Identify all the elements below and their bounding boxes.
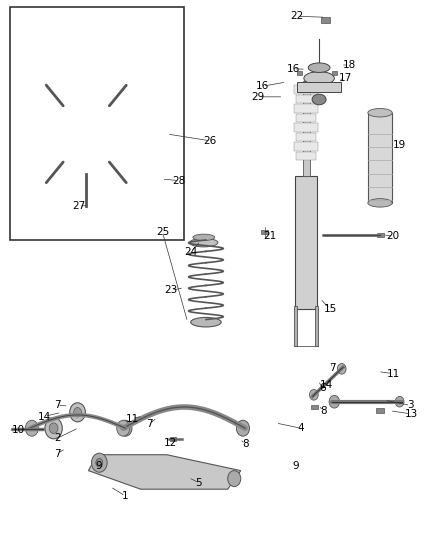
Circle shape bbox=[395, 397, 404, 407]
Text: 7: 7 bbox=[146, 419, 153, 429]
Text: 8: 8 bbox=[242, 439, 248, 449]
Circle shape bbox=[96, 458, 103, 467]
Ellipse shape bbox=[368, 109, 392, 117]
Text: 19: 19 bbox=[393, 140, 406, 150]
Text: 12: 12 bbox=[164, 438, 177, 448]
Text: 15: 15 bbox=[323, 304, 337, 314]
Ellipse shape bbox=[308, 63, 330, 72]
Circle shape bbox=[329, 395, 339, 408]
Text: 5: 5 bbox=[196, 478, 202, 488]
Text: 16: 16 bbox=[256, 81, 269, 91]
Bar bbox=[377, 232, 384, 237]
Circle shape bbox=[117, 420, 130, 436]
Text: 26: 26 bbox=[204, 136, 217, 146]
Text: 7: 7 bbox=[54, 400, 60, 410]
Circle shape bbox=[62, 105, 110, 163]
Bar bbox=[294, 85, 318, 94]
Text: 4: 4 bbox=[297, 423, 304, 433]
Circle shape bbox=[92, 453, 107, 472]
Text: 10: 10 bbox=[11, 425, 25, 435]
Text: 1: 1 bbox=[122, 491, 129, 501]
Text: 25: 25 bbox=[156, 227, 169, 237]
Circle shape bbox=[81, 205, 92, 217]
Text: 2: 2 bbox=[54, 433, 60, 443]
Text: 17: 17 bbox=[339, 73, 352, 83]
Bar bbox=[294, 123, 318, 132]
Text: 11: 11 bbox=[125, 414, 138, 424]
Bar bbox=[297, 95, 316, 103]
Bar bbox=[368, 113, 392, 203]
Text: 6: 6 bbox=[319, 383, 326, 393]
Text: 7: 7 bbox=[54, 449, 60, 459]
Circle shape bbox=[39, 76, 54, 95]
Polygon shape bbox=[88, 455, 241, 489]
Text: 14: 14 bbox=[37, 411, 51, 422]
Circle shape bbox=[337, 364, 346, 374]
Bar bbox=[376, 408, 385, 414]
Bar bbox=[10, 7, 184, 240]
Text: 9: 9 bbox=[292, 462, 299, 471]
Circle shape bbox=[310, 390, 318, 400]
Circle shape bbox=[74, 408, 81, 417]
Bar bbox=[315, 306, 318, 346]
Bar bbox=[294, 142, 318, 151]
Circle shape bbox=[25, 420, 39, 436]
Circle shape bbox=[53, 94, 119, 174]
Bar bbox=[297, 152, 316, 160]
Bar bbox=[297, 82, 341, 92]
Text: 23: 23 bbox=[165, 285, 178, 295]
Circle shape bbox=[237, 420, 250, 436]
Text: 22: 22 bbox=[291, 11, 304, 21]
Bar bbox=[294, 104, 318, 113]
Text: 14: 14 bbox=[320, 379, 334, 390]
Bar bbox=[321, 17, 330, 22]
Text: 7: 7 bbox=[329, 364, 336, 373]
Text: 8: 8 bbox=[320, 406, 327, 416]
Text: 16: 16 bbox=[286, 64, 300, 74]
Ellipse shape bbox=[368, 199, 392, 207]
Circle shape bbox=[45, 418, 62, 439]
Text: 18: 18 bbox=[343, 60, 356, 70]
Bar bbox=[297, 71, 302, 75]
Bar bbox=[297, 133, 316, 141]
Bar bbox=[261, 230, 268, 234]
Circle shape bbox=[228, 471, 241, 487]
Bar bbox=[303, 81, 310, 176]
Text: 28: 28 bbox=[172, 175, 186, 185]
Text: 11: 11 bbox=[386, 369, 400, 378]
Bar bbox=[297, 114, 316, 122]
Ellipse shape bbox=[312, 94, 326, 105]
Bar bbox=[311, 405, 318, 409]
Ellipse shape bbox=[190, 238, 218, 247]
Bar bbox=[170, 437, 177, 441]
Text: 3: 3 bbox=[407, 400, 414, 410]
Text: 21: 21 bbox=[263, 231, 276, 241]
Ellipse shape bbox=[191, 317, 221, 327]
Bar bbox=[332, 71, 337, 75]
Text: 27: 27 bbox=[72, 201, 85, 211]
Circle shape bbox=[75, 198, 97, 224]
Text: 29: 29 bbox=[251, 92, 265, 102]
Circle shape bbox=[70, 403, 85, 422]
Circle shape bbox=[118, 76, 134, 95]
Ellipse shape bbox=[193, 234, 215, 240]
Circle shape bbox=[73, 118, 99, 150]
Circle shape bbox=[118, 173, 134, 192]
Bar bbox=[294, 306, 297, 346]
Text: 24: 24 bbox=[184, 247, 198, 257]
Text: 9: 9 bbox=[95, 462, 102, 471]
Text: 13: 13 bbox=[405, 409, 418, 419]
Text: 20: 20 bbox=[386, 231, 399, 241]
Circle shape bbox=[119, 420, 132, 436]
Bar bbox=[295, 176, 317, 309]
Ellipse shape bbox=[304, 71, 334, 85]
Circle shape bbox=[39, 173, 54, 192]
Circle shape bbox=[49, 423, 58, 433]
